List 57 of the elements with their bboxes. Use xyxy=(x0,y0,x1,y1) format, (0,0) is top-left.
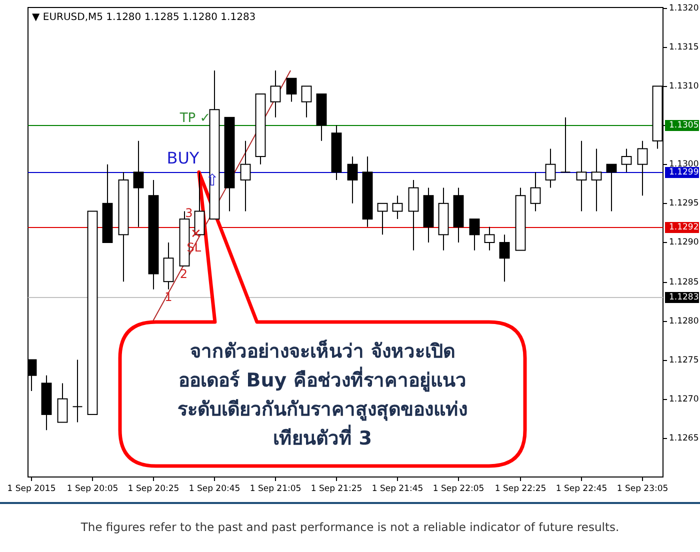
candlestick xyxy=(545,148,556,188)
candlestick xyxy=(606,164,617,212)
candlestick xyxy=(240,140,251,212)
y-tick-label: 1.1305 xyxy=(669,120,699,130)
annotation: 3 xyxy=(185,206,193,220)
x-tick-label: 1 Sep 2015 xyxy=(7,484,56,494)
candlestick xyxy=(163,242,174,290)
candlestick xyxy=(499,234,510,282)
candlestick xyxy=(301,86,312,118)
y-tick-label: 1.1285 xyxy=(669,278,699,288)
annotation: 1 xyxy=(164,290,172,304)
x-tick-label: 1 Sep 22:25 xyxy=(494,484,546,494)
candlestick xyxy=(560,116,571,173)
text: The figures refer to the past and past performance is not a reliable indicator of future results. xyxy=(80,520,620,534)
candlestick xyxy=(72,359,83,423)
x-tick-label: 1 Sep 21:25 xyxy=(310,484,362,494)
candlestick xyxy=(637,140,648,196)
annotation: 2 xyxy=(180,266,188,281)
x-tick-label: 1 Sep 20:45 xyxy=(188,484,240,494)
y-tick-label: 1.1270 xyxy=(669,394,699,404)
candlestick xyxy=(392,195,403,220)
y-tick-label: 1.1265 xyxy=(669,434,699,444)
x-tick-label: 1 Sep 20:25 xyxy=(128,484,180,494)
annotation: BUY xyxy=(166,148,200,168)
candlestick xyxy=(57,382,68,423)
candlestick xyxy=(591,148,602,212)
ref-line-label: 1.1292 xyxy=(669,222,699,232)
annotation: TP ✓ xyxy=(178,110,211,126)
x-tick-label: 1 Sep 21:05 xyxy=(250,484,302,494)
y-tick-label: 1.1280 xyxy=(669,316,699,326)
candlestick xyxy=(576,140,587,212)
candlestick xyxy=(347,156,358,204)
ref-line-label: 1.1299 xyxy=(669,168,699,178)
candlestick xyxy=(530,172,541,212)
y-tick-label: 1.1290 xyxy=(669,238,699,248)
x-tick-label: 1 Sep 22:45 xyxy=(556,484,608,494)
candlestick xyxy=(377,202,388,236)
candlestick xyxy=(621,148,632,173)
y-tick-label: 1.1295 xyxy=(669,198,699,208)
annotation: จากตัวอย่างจะเห็นว่า จังหวะเปิด ออเดอร์ Buy คือช่วงที่ราคาอยู่แนว ระดับเดียวกันกับราคาสูงสุดของแท่ง เทียนตัวที่ 3 xyxy=(178,338,468,450)
candlestick xyxy=(286,78,297,102)
y-tick-label: 1.1320 xyxy=(669,4,699,14)
x-tick-label: 1 Sep 23:05 xyxy=(616,484,668,494)
y-tick-label: 1.1310 xyxy=(669,82,699,92)
candlestick xyxy=(469,218,480,251)
candlestick xyxy=(270,70,281,118)
candlestick xyxy=(133,140,144,228)
y-tick-label: 1.1300 xyxy=(669,160,699,170)
x-tick-label: 1 Sep 20:05 xyxy=(66,484,118,494)
x-tick-label: 1 Sep 22:05 xyxy=(432,484,484,494)
candlestick xyxy=(484,226,495,251)
x-tick-label: 1 Sep 21:45 xyxy=(372,484,424,494)
candlestick xyxy=(408,179,419,251)
chart-title: ▼ EURUSD,M5 1.1280 1.1285 1.1280 1.1283 xyxy=(32,12,256,23)
y-tick-label: 1.1275 xyxy=(669,356,699,366)
ref-line-label: 1.1283 xyxy=(669,292,699,302)
y-tick-label: 1.1315 xyxy=(669,42,699,52)
